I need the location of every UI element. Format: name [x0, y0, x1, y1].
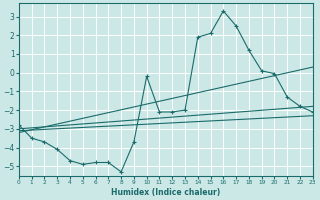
X-axis label: Humidex (Indice chaleur): Humidex (Indice chaleur): [111, 188, 220, 197]
